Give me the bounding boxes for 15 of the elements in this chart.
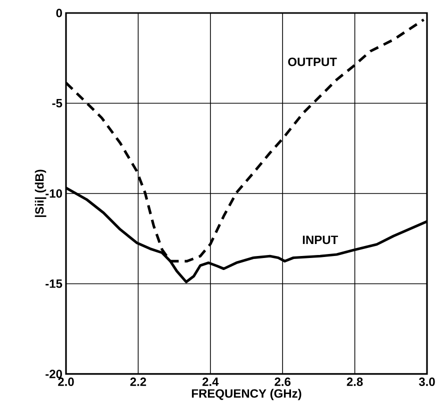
series-label: INPUT [302,236,338,244]
x-tick-label: 2.2 [130,378,146,386]
y-tick-label: -15 [46,280,62,288]
x-tick-label: 2.8 [346,378,363,386]
series-label: OUTPUT [288,58,337,66]
y-tick-label: 0 [56,8,62,18]
y-tick-label: -5 [52,99,62,108]
y-tick-label: -20 [46,370,62,378]
x-tick-label: 3.0 [418,378,435,386]
x-tick-label: 2.4 [202,378,219,386]
x-tick-label: 2.6 [274,378,291,386]
y-axis-title: |Sii| (dB) [34,170,46,217]
x-tick-label: 2.0 [58,378,74,386]
x-axis-title: FREQUENCY (GHz) [192,388,302,400]
y-tick-label: -10 [46,189,62,198]
